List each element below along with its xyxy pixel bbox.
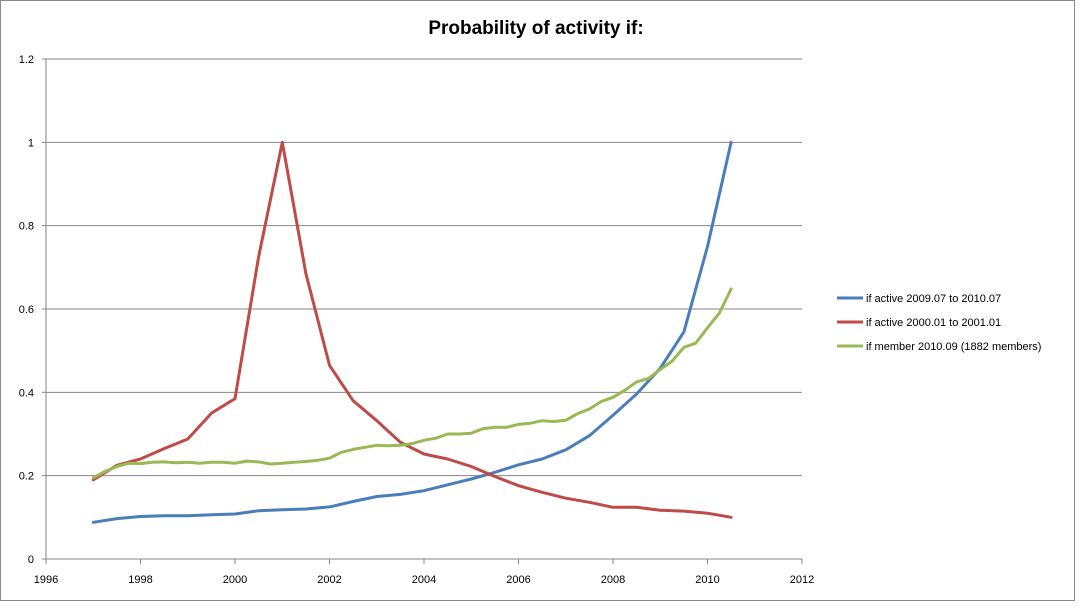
y-tick-label: 1.2 <box>19 54 34 66</box>
x-tick-label: 2000 <box>223 574 247 586</box>
x-tick-label: 1998 <box>128 574 152 586</box>
x-tick-label: 2008 <box>601 574 625 586</box>
legend-label-3: if member 2010.09 (1882 members) <box>866 341 1041 353</box>
series-line-3 <box>91 287 733 480</box>
axes: 0 0.2 0.4 0.6 0.8 1 1.2 1996 1998 2000 2002 2004 200… <box>19 54 815 586</box>
x-tick-label: 2004 <box>412 574 436 586</box>
legend-label-1: if active 2009.07 to 2010.07 <box>866 293 1001 305</box>
y-tick-label: 1 <box>28 137 34 149</box>
line-chart: Probability of activity if: 0 0.2 0.4 0.6 0.… <box>19 18 1042 586</box>
series-line-1 <box>91 140 733 524</box>
x-tick-label: 2002 <box>317 574 341 586</box>
series-line-2 <box>91 140 733 519</box>
y-tick-label: 0.2 <box>19 471 34 483</box>
x-tick-label: 2006 <box>506 574 530 586</box>
grid <box>46 58 802 477</box>
x-tick-label: 1996 <box>34 574 58 586</box>
chart-frame: Probability of activity if: 0 0.2 0.4 0.6 0.… <box>0 0 1075 601</box>
chart-title: Probability of activity if: <box>428 18 643 39</box>
x-tick-label: 2010 <box>695 574 719 586</box>
y-tick-label: 0.8 <box>19 221 34 233</box>
legend-label-2: if active 2000.01 to 2001.01 <box>866 317 1001 329</box>
y-tick-label: 0.4 <box>19 387 34 399</box>
y-tick-label: 0.6 <box>19 304 34 316</box>
x-tick-label: 2012 <box>790 574 814 586</box>
series-lines <box>91 140 733 524</box>
legend: if active 2009.07 to 2010.07 if active 20… <box>837 293 1041 353</box>
y-tick-label: 0 <box>28 554 34 566</box>
